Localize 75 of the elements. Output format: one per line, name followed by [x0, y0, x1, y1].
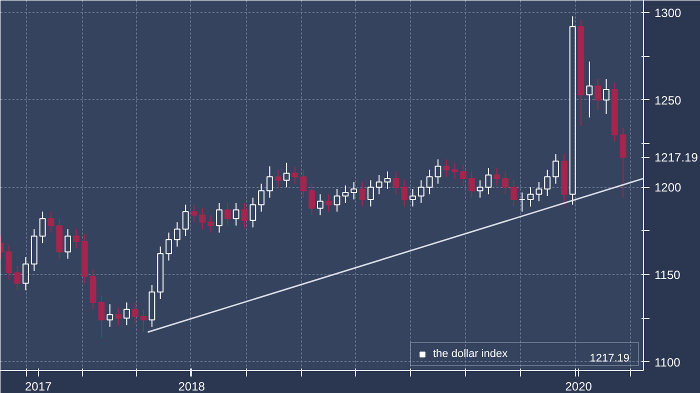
- x-tick-label: 2018: [178, 380, 206, 393]
- candlestick: [552, 154, 559, 184]
- candlestick: [316, 194, 324, 216]
- candlestick: [536, 182, 542, 202]
- candlestick: [308, 183, 315, 216]
- candlestick: [241, 202, 248, 228]
- annotation: 1217.19: [590, 352, 630, 364]
- candlestick: [434, 158, 442, 184]
- candlestick: [115, 307, 122, 326]
- candlestick: [140, 308, 147, 333]
- candlestick: [376, 174, 382, 195]
- candlestick: [182, 204, 189, 237]
- candlestick: [476, 180, 484, 198]
- candlestick: [232, 202, 240, 226]
- candlestick: [502, 171, 508, 195]
- candlestick: [123, 302, 130, 326]
- candlestick: [468, 171, 475, 198]
- candlestick: [274, 169, 282, 188]
- legend-label: the dollar index: [433, 348, 508, 360]
- candlestick: [22, 256, 29, 291]
- candlestick: [98, 294, 105, 338]
- candlestick: [216, 202, 222, 234]
- y-tick-label: 1217.19: [654, 150, 698, 165]
- candlestick: [485, 168, 492, 195]
- candlestick: [510, 180, 517, 207]
- candlestick: [367, 180, 374, 207]
- candlestick: [199, 208, 206, 230]
- candlestick: [410, 188, 416, 207]
- candlestick: [292, 166, 298, 184]
- candlestick: [300, 169, 307, 198]
- candlestick: [64, 228, 72, 260]
- candlestick: [452, 162, 458, 180]
- candlestick: [334, 188, 340, 212]
- candlestick: [48, 211, 54, 234]
- candlestick: [250, 197, 256, 228]
- candlestick: [418, 180, 424, 204]
- candlestick: [6, 244, 12, 280]
- candlestick: [603, 78, 610, 114]
- candlestick: [518, 192, 526, 212]
- candlestick: [594, 78, 602, 111]
- candlestick: [342, 185, 349, 204]
- candlestick: [166, 232, 172, 262]
- candlestick: [401, 180, 408, 207]
- candlestick: [190, 204, 198, 223]
- candlestick: [460, 164, 466, 186]
- candlestick: [39, 211, 46, 244]
- x-tick-label: 2020: [565, 380, 592, 393]
- y-tick-label: 1100: [654, 355, 681, 370]
- candlestick: [106, 304, 114, 328]
- y-tick-label: 1300: [654, 6, 682, 20]
- candlestick: [325, 194, 332, 212]
- candlestick: [620, 127, 626, 198]
- candlestick: [266, 166, 273, 198]
- y-tick-label: 1150: [654, 268, 681, 282]
- candlestick: [350, 182, 358, 200]
- candlestick: [132, 302, 138, 324]
- y-tick-label: 1200: [654, 180, 682, 195]
- candlestick: [283, 162, 290, 188]
- candlestick: [527, 186, 534, 207]
- candlestick: [359, 182, 366, 207]
- candlestick: [224, 202, 231, 226]
- candlestick: [544, 169, 551, 196]
- candlestick: [392, 171, 400, 195]
- candlestick: [586, 61, 593, 118]
- candlestick: [73, 228, 80, 249]
- candlestick: [384, 171, 391, 190]
- candlestick: [14, 265, 21, 291]
- candlestick: [426, 169, 433, 195]
- candlestick: [494, 168, 500, 186]
- candlestick: [174, 222, 180, 248]
- y-tick-label: 1250: [654, 93, 682, 108]
- x-tick-label: 2017: [25, 380, 52, 393]
- candlestick: [208, 214, 214, 234]
- candlestick: [258, 183, 265, 212]
- candlestick: [443, 158, 450, 178]
